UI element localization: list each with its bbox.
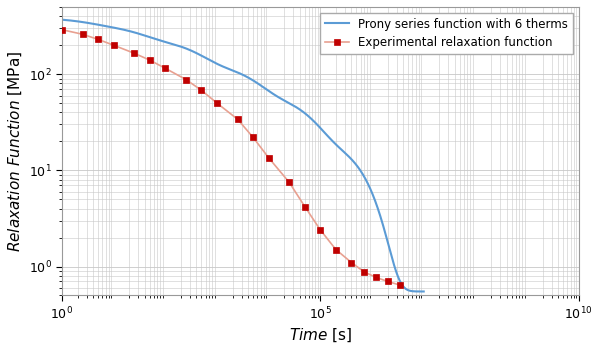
Experimental relaxation function — [234, 117, 241, 121]
Experimental relaxation function — [286, 180, 293, 185]
Experimental relaxation function — [265, 156, 272, 160]
Line: Prony series function with 6 therms: Prony series function with 6 therms — [62, 20, 424, 291]
Experimental relaxation function — [373, 275, 380, 279]
Experimental relaxation function — [397, 283, 404, 287]
Experimental relaxation function — [58, 28, 65, 32]
Experimental relaxation function — [332, 247, 340, 252]
Experimental relaxation function — [198, 88, 205, 92]
Prony series function with 6 therms — [374, 206, 381, 210]
Experimental relaxation function — [110, 43, 117, 47]
Experimental relaxation function — [162, 66, 169, 71]
Legend: Prony series function with 6 therms, Experimental relaxation function: Prony series function with 6 therms, Exp… — [320, 13, 573, 54]
Experimental relaxation function — [250, 135, 257, 139]
Prony series function with 6 therms — [213, 61, 220, 66]
Experimental relaxation function — [131, 51, 138, 55]
Prony series function with 6 therms — [197, 53, 204, 57]
Prony series function with 6 therms — [58, 18, 65, 22]
Experimental relaxation function — [182, 78, 190, 82]
Experimental relaxation function — [361, 270, 368, 274]
Experimental relaxation function — [317, 228, 324, 232]
Experimental relaxation function — [214, 101, 221, 105]
Prony series function with 6 therms — [413, 289, 420, 293]
Experimental relaxation function — [79, 32, 86, 37]
Experimental relaxation function — [348, 260, 355, 265]
Prony series function with 6 therms — [121, 28, 128, 32]
X-axis label: $\mathit{Time}\ \mathrm{[s]}$: $\mathit{Time}\ \mathrm{[s]}$ — [289, 327, 352, 344]
Y-axis label: $\mathit{Relaxation\ Function}\ \mathrm{[MPa]}$: $\mathit{Relaxation\ Function}\ \mathrm{… — [7, 51, 25, 252]
Prony series function with 6 therms — [100, 24, 107, 28]
Experimental relaxation function — [94, 37, 101, 41]
Prony series function with 6 therms — [420, 289, 427, 293]
Experimental relaxation function — [384, 279, 391, 284]
Experimental relaxation function — [146, 58, 154, 62]
Line: Experimental relaxation function: Experimental relaxation function — [58, 26, 404, 289]
Experimental relaxation function — [301, 205, 308, 209]
